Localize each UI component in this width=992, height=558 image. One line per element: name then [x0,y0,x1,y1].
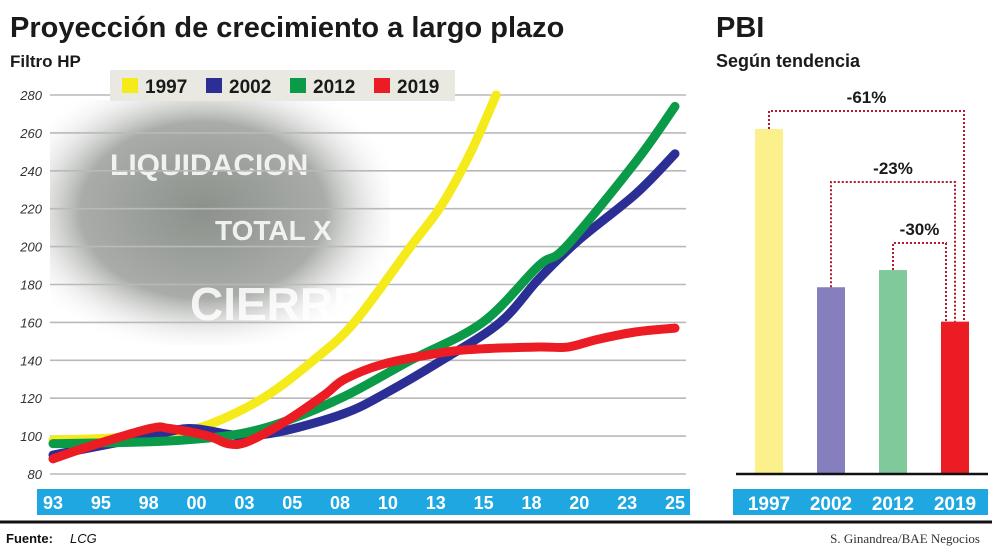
photo-text-1: LIQUIDACION [110,149,308,182]
line-series [48,90,680,464]
legend-swatch-2012 [290,78,306,93]
source-value: LCG [70,531,97,546]
x-tick-label: 03 [234,493,254,513]
bar-category-label: 2019 [934,494,976,515]
subtitle: Filtro HP [10,52,81,71]
legend-label: 1997 [145,77,187,98]
x-tick-label: 20 [569,493,589,513]
bar-axis-band [733,489,988,515]
y-tick-label: 200 [19,240,42,255]
bar-chart: 1997 2002 2012 2019 -61% -23% -30% [733,88,988,515]
legend-swatch-1997 [122,78,138,93]
y-tick-label: 240 [19,164,42,179]
change-bracket [768,110,965,322]
bar-category-label: 1997 [748,494,790,515]
y-tick-label: 140 [20,353,42,368]
series-line-2019 [48,323,680,464]
bar-1997 [755,129,783,473]
right-subtitle: Según tendencia [716,51,861,71]
x-tick-label: 98 [139,493,159,513]
photo-area [50,100,390,345]
x-tick-label: 93 [43,493,63,513]
change-bracket [892,242,947,322]
y-tick-label: 220 [19,202,42,217]
credit: S. Ginandrea/BAE Negocios [830,531,980,546]
legend-box [110,70,455,101]
legend-swatch-2002 [206,78,222,93]
photo-text-2: TOTAL X [215,215,332,246]
legend-label: 2002 [229,77,271,98]
legend-swatch-2019 [374,78,390,93]
x-tick-label: 95 [91,493,111,513]
x-tick-label: 05 [282,493,302,513]
change-label: -23% [873,159,913,178]
x-tick-label: 23 [617,493,637,513]
background-photo: LIQUIDACION TOTAL X CIERRE [50,100,390,345]
bar-2019 [941,321,969,473]
bar-category-label: 2012 [872,494,914,515]
x-tick-label: 08 [330,493,350,513]
y-tick-label: 260 [19,126,42,141]
right-title: PBI [716,12,764,44]
x-tick-label: 25 [665,493,685,513]
y-tick-label: 280 [19,88,42,103]
grid: 80 100 120 140 160 180 200 220 240 260 280 [19,88,686,482]
photo-text-3: CIERRE [190,278,364,330]
y-tick-label: 120 [20,391,42,406]
legend-label: 2012 [313,77,355,98]
y-tick-label: 100 [20,429,42,444]
source-label: Fuente: [6,531,53,546]
y-tick-label: 160 [20,315,42,330]
y-tick-label: 80 [28,467,43,482]
legend: 1997 2002 2012 2019 [110,70,455,101]
change-bracket [830,181,956,322]
main-title: Proyección de crecimiento a largo plazo [10,12,564,44]
bar-2002 [817,287,845,473]
x-tick-label: 15 [474,493,494,513]
x-axis-band [37,489,690,515]
y-tick-label: 180 [20,278,42,293]
bar-2012 [879,270,907,473]
x-tick-label: 00 [187,493,207,513]
bar-category-label: 2002 [810,494,852,515]
x-tick-label: 13 [426,493,446,513]
legend-label: 2019 [397,77,439,98]
x-axis-labels: 93 95 98 00 03 05 08 10 13 15 18 20 23 25 [43,493,685,513]
x-tick-label: 18 [521,493,541,513]
x-tick-label: 10 [378,493,398,513]
change-label: -30% [900,220,940,239]
change-label: -61% [847,88,887,107]
